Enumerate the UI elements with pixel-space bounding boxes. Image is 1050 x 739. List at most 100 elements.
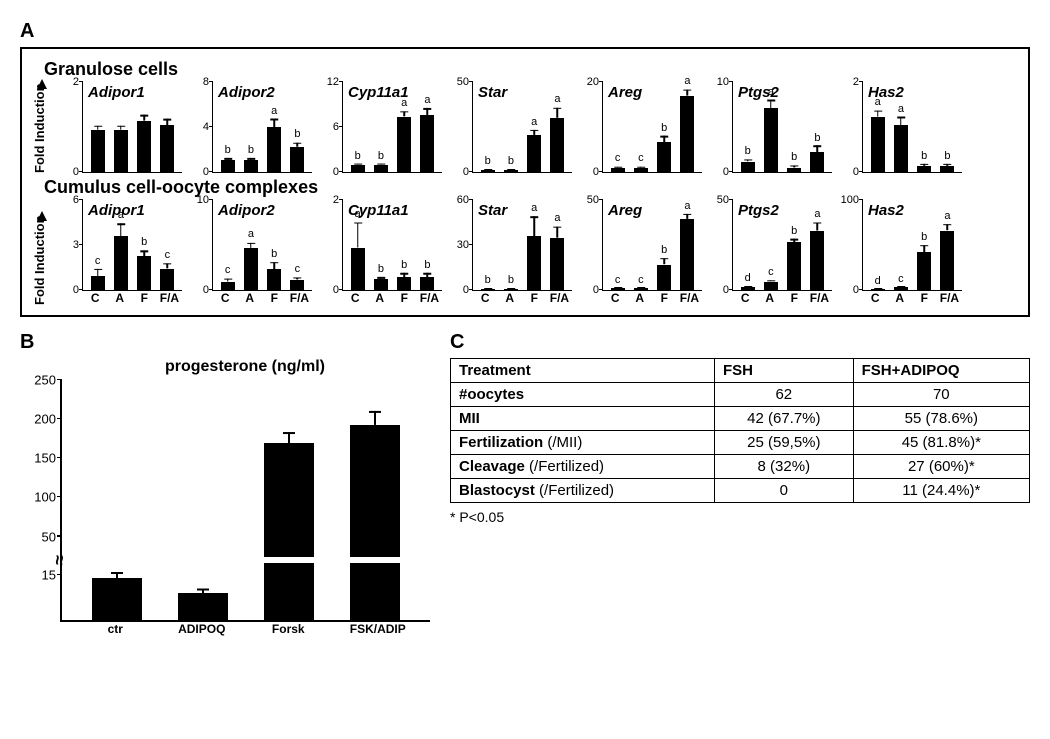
col-treatment: Treatment — [451, 359, 715, 383]
bar-group: c — [632, 288, 650, 290]
y-tick-mark — [209, 81, 213, 82]
significance-letter: d — [875, 275, 881, 287]
y-tick-mark — [599, 289, 603, 290]
bar-group: b — [785, 168, 803, 172]
cell-fsh: 42 (67.7%) — [714, 407, 853, 431]
bar: c — [290, 280, 304, 290]
x-label: F — [265, 291, 283, 305]
significance-letter: a — [531, 116, 537, 128]
x-label: F — [915, 291, 933, 305]
error-bar — [663, 258, 665, 265]
bar-group: a — [678, 96, 696, 173]
y-tick-mark — [469, 81, 473, 82]
significance-letter: a — [118, 209, 124, 221]
error-bar — [403, 111, 405, 117]
bar: a — [940, 231, 954, 291]
x-label: C — [606, 291, 624, 305]
bar: c — [611, 168, 625, 172]
cell-fsh: 62 — [714, 383, 853, 407]
bar: d — [871, 289, 885, 290]
error-bar — [900, 286, 902, 287]
x-label: C — [866, 291, 884, 305]
y-tick-mark — [599, 199, 603, 200]
error-bar — [403, 273, 405, 277]
x-label: C — [216, 291, 234, 305]
bar: a — [764, 108, 778, 172]
mini-chart: Ptgs2010babb — [708, 82, 832, 173]
x-label: A — [111, 291, 129, 305]
bar: d — [741, 287, 755, 290]
bar: b — [657, 142, 671, 172]
chart-row: Fold InductionAdipor1036cabcCAFF/AAdipor… — [32, 200, 1018, 305]
error-bar — [167, 263, 169, 269]
y-tick-label: 0 — [837, 166, 859, 178]
x-label: ADIPOQ — [177, 622, 227, 636]
error-bar — [120, 125, 122, 129]
error-bar — [947, 224, 949, 231]
x-label: F/A — [550, 291, 568, 305]
bar: b — [787, 168, 801, 172]
bar-break-gap — [262, 557, 316, 563]
significance-letter: a — [424, 94, 430, 106]
bar-group: a — [112, 236, 130, 290]
significance-letter: c — [225, 264, 231, 276]
error-bar — [357, 164, 359, 165]
bar: c — [764, 282, 778, 291]
y-tick-mark — [57, 418, 62, 420]
bar-group: b — [479, 170, 497, 172]
bar-group: a — [525, 236, 543, 290]
bar-group: a — [418, 115, 436, 172]
y-tick-label: 6 — [57, 194, 79, 206]
significance-letter: b — [508, 155, 514, 167]
y-tick-label: 0 — [57, 166, 79, 178]
y-tick-label: 2 — [57, 76, 79, 88]
error-bar — [97, 125, 99, 129]
mini-chart: Has202aabb — [838, 82, 962, 173]
error-bar — [427, 273, 429, 277]
error-bar — [793, 165, 795, 168]
y-tick-mark — [79, 81, 83, 82]
col-fsh-adipoq: FSH+ADIPOQ — [853, 359, 1029, 383]
cell-fsh-adipoq: 70 — [853, 383, 1029, 407]
bar-group: a — [762, 108, 780, 172]
cell-fsh: 0 — [714, 479, 853, 503]
bar-group: b — [808, 152, 826, 172]
error-bar — [687, 89, 689, 95]
y-tick-mark — [859, 81, 863, 82]
significance-letter: b — [355, 150, 361, 162]
y-tick-label: 0 — [707, 284, 729, 296]
table-row: Blastocyst (/Fertilized)011 (24.4%)* — [451, 479, 1030, 503]
y-tick-label: 0 — [447, 284, 469, 296]
significance-letter: c — [95, 255, 101, 267]
mini-chart: Areg050ccbaCAFF/A — [578, 200, 702, 305]
plot-area: 0100dcba — [862, 200, 962, 291]
plot-area: 02abbb — [342, 200, 442, 291]
significance-letter: b — [508, 274, 514, 286]
y-tick-mark — [729, 289, 733, 290]
significance-letter: c — [165, 249, 171, 261]
bar — [114, 130, 128, 173]
cell-fsh: 25 (59,5%) — [714, 431, 853, 455]
error-bar — [817, 146, 819, 153]
bar-group: b — [502, 289, 520, 290]
bar: b — [374, 279, 388, 290]
y-tick-label: 12 — [317, 76, 339, 88]
x-label: F — [785, 291, 803, 305]
y-tick-label: 0 — [187, 284, 209, 296]
y-tick-mark — [729, 81, 733, 82]
y-tick-label: 200 — [24, 412, 56, 427]
y-axis-label: Fold Induction — [32, 215, 47, 305]
bar-group: b — [915, 166, 933, 172]
y-tick-mark — [339, 126, 343, 127]
bar-group: a — [349, 248, 367, 291]
x-label: C — [476, 291, 494, 305]
bar-group: b — [242, 160, 260, 172]
y-tick-label: 0 — [707, 166, 729, 178]
panel-c-label: C — [450, 331, 1030, 354]
error-bar — [640, 166, 642, 167]
plot-area: 036cabc — [82, 200, 182, 291]
y-tick-label: 0 — [577, 284, 599, 296]
y-tick-mark — [209, 289, 213, 290]
x-label: FSK/ADIP — [350, 622, 400, 636]
panel-a-label: A — [20, 20, 1030, 43]
